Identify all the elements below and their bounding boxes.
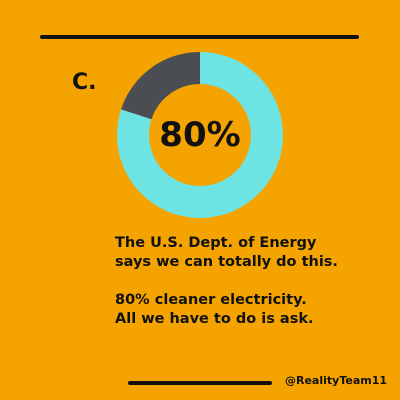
caption-line-4: All we have to do is ask. (115, 311, 314, 327)
option-letter: C. (72, 70, 97, 95)
donut-slice-share (117, 52, 283, 218)
caption-line-1: The U.S. Dept. of Energy (115, 235, 317, 251)
bottom-divider (128, 381, 272, 385)
social-handle: @RealityTeam11 (285, 374, 388, 387)
donut-center-label: 80% (159, 115, 240, 155)
caption-line-3: 80% cleaner electricity. (115, 292, 307, 308)
donut-chart: 80% (117, 52, 283, 218)
caption: The U.S. Dept. of Energy says we can tot… (115, 234, 385, 329)
caption-line-2: says we can totally do this. (115, 254, 338, 270)
donut-slice-remainder (121, 52, 200, 120)
top-divider (40, 35, 359, 39)
